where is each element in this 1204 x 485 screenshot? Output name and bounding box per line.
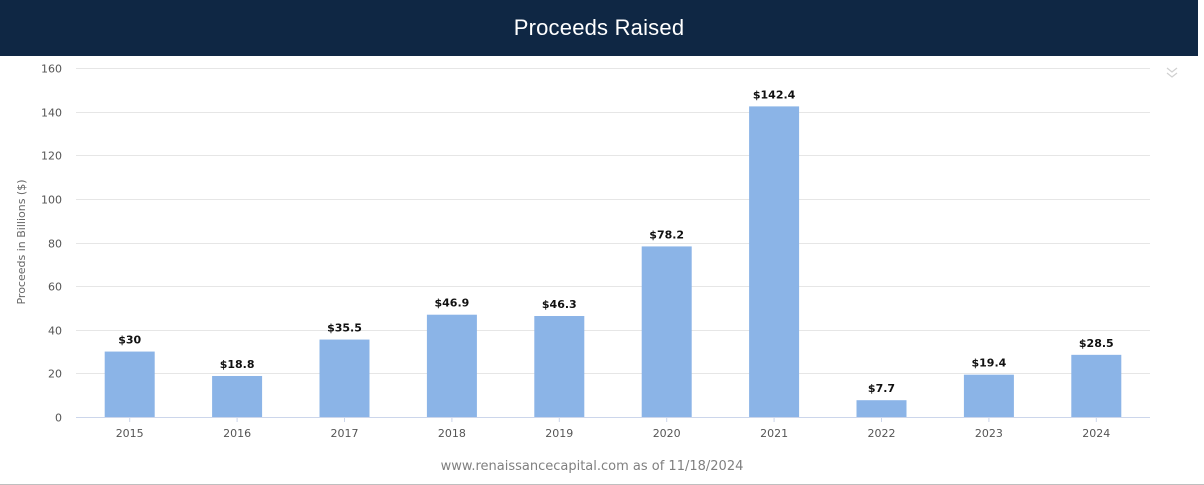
y-tick-label: 0: [55, 412, 62, 425]
bar-2019[interactable]: [534, 316, 585, 417]
y-tick-label: 160: [41, 63, 62, 76]
data-label-2024: $28.5: [1079, 337, 1114, 350]
bar-2016[interactable]: [212, 375, 263, 417]
x-tick-label: 2018: [438, 427, 466, 440]
bar-2018[interactable]: [426, 314, 477, 417]
data-label-2022: $7.7: [868, 382, 895, 395]
y-tick-label: 40: [48, 325, 62, 338]
y-tick-label: 60: [48, 281, 62, 294]
y-tick-label: 80: [48, 238, 62, 251]
data-labels: $30 $18.8 $35.5 $46.9 $46.3 $78.2 $142.4 $7.7 $1…: [118, 88, 1113, 395]
x-axis-ticks: 2015 2016 2017 2018 2019 2020 2021 2022 2023 2024: [116, 417, 1110, 440]
x-tick-label: 2016: [223, 427, 251, 440]
y-tick-label: 20: [48, 368, 62, 381]
x-tick-label: 2019: [545, 427, 573, 440]
x-tick-label: 2022: [868, 427, 896, 440]
x-tick-label: 2024: [1082, 427, 1110, 440]
data-label-2023: $19.4: [972, 357, 1007, 370]
y-tick-label: 120: [41, 150, 62, 163]
data-label-2018: $46.9: [435, 297, 470, 310]
data-label-2019: $46.3: [542, 298, 577, 311]
bar-2022[interactable]: [856, 400, 907, 417]
y-axis-title: Proceeds in Billions ($): [15, 179, 28, 304]
x-tick-label: 2023: [975, 427, 1003, 440]
double-chevron-down-icon[interactable]: [1166, 67, 1178, 78]
data-label-2017: $35.5: [327, 322, 362, 335]
y-tick-label: 140: [41, 107, 62, 120]
x-tick-label: 2015: [116, 427, 144, 440]
bar-2024[interactable]: [1071, 354, 1122, 417]
bars: [104, 106, 1122, 417]
x-tick-label: 2020: [653, 427, 681, 440]
gridlines: [76, 68, 1150, 374]
data-label-2021: $142.4: [753, 88, 796, 101]
x-tick-label: 2021: [760, 427, 788, 440]
bar-2015[interactable]: [104, 351, 155, 417]
y-axis-ticks: 0 20 40 60 80 100 120 140 160: [41, 63, 62, 425]
data-label-2020: $78.2: [649, 228, 684, 241]
bar-2023[interactable]: [963, 374, 1014, 417]
y-tick-label: 100: [41, 194, 62, 207]
data-label-2016: $18.8: [220, 358, 255, 371]
data-label-2015: $30: [118, 334, 141, 347]
bar-2020[interactable]: [641, 246, 692, 417]
x-tick-label: 2017: [331, 427, 359, 440]
bar-2017[interactable]: [319, 339, 370, 417]
chart-title: Proceeds Raised: [513, 15, 685, 40]
chart-header: Proceeds Raised: [0, 0, 1198, 56]
source-credit: www.renaissancecapital.com as of 11/18/2…: [441, 459, 744, 474]
bar-2021[interactable]: [749, 106, 800, 417]
